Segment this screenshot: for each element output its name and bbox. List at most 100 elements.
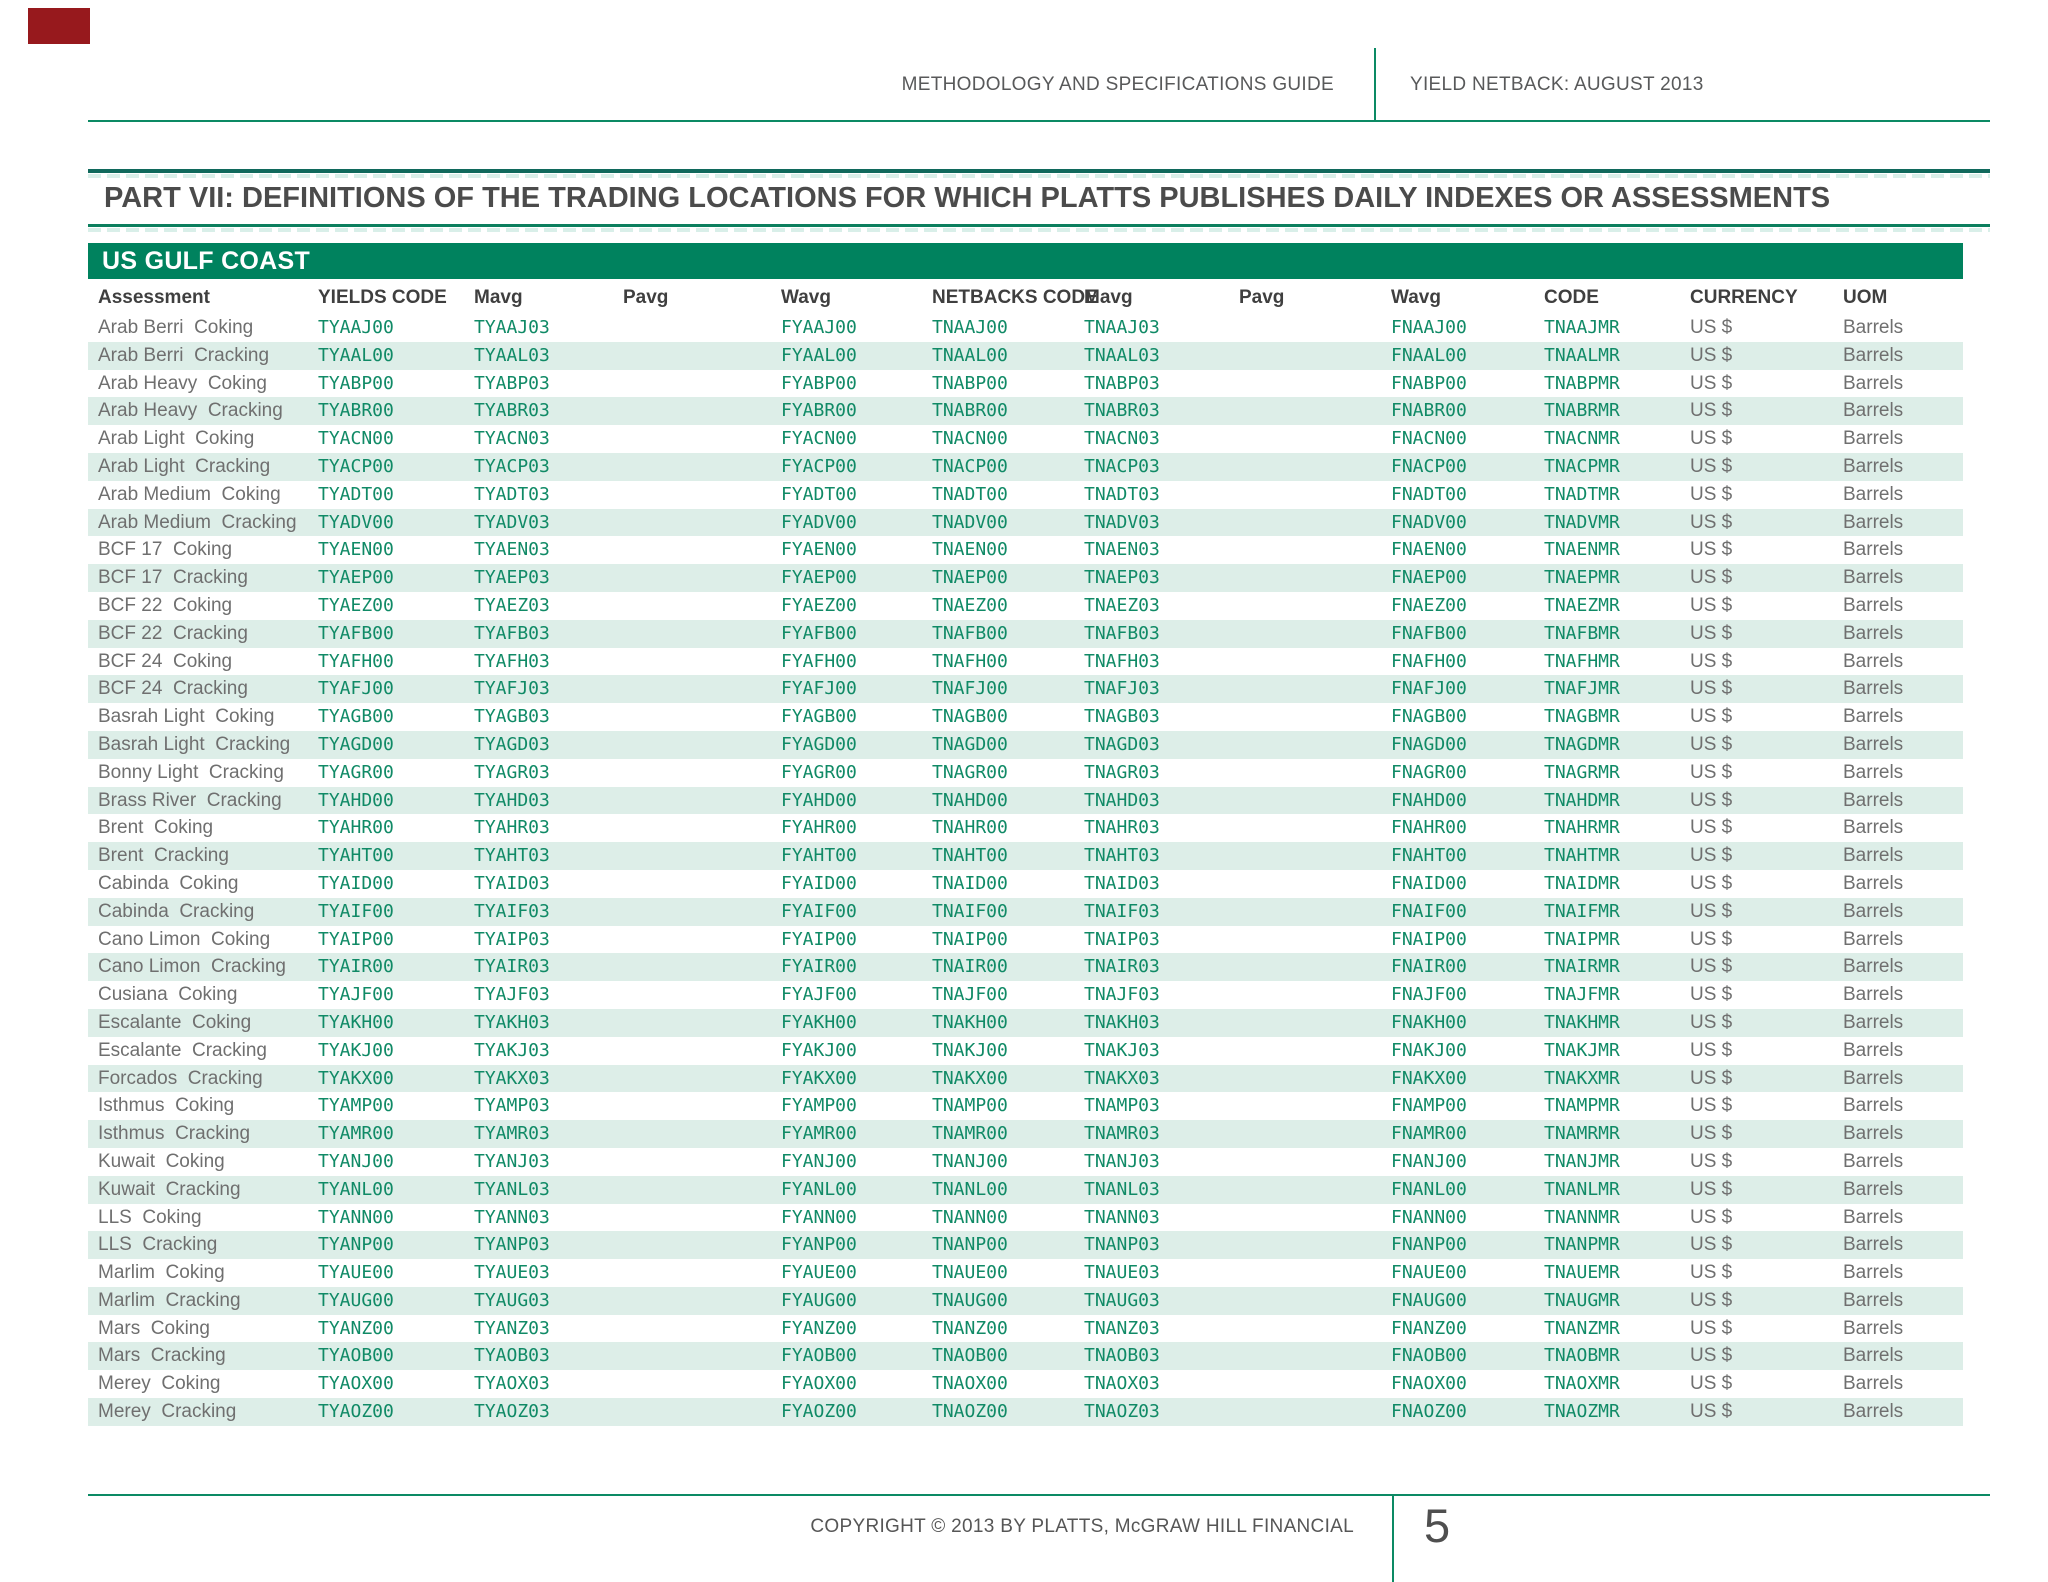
code-cell: TNAID03 (1084, 872, 1160, 894)
code-cell: TNAIFMR (1544, 900, 1620, 922)
code-cell: TYAIR00 (318, 956, 394, 978)
table-row: Arab Medium Cracking TYADV00 TYADV03 FYADV0… (88, 508, 1963, 537)
code-cell: FNADV00 (1391, 511, 1467, 533)
uom-cell: Barrels (1843, 483, 1904, 505)
table-row: Arab Light Coking TYACN00 TYACN03 FYACN00 TN… (88, 425, 1963, 453)
code-cell: FYAID00 (781, 872, 857, 894)
uom-cell: Barrels (1843, 650, 1904, 672)
code-cell: TYAKH03 (474, 1011, 550, 1033)
code-cell: TYACN03 (474, 428, 550, 450)
code-cell (1239, 1342, 1391, 1370)
currency-cell: US $ (1690, 400, 1733, 422)
code-cell: TNAEN03 (1084, 539, 1160, 561)
code-cell: FYAFH00 (781, 650, 857, 672)
code-cell: TYAEN00 (318, 539, 394, 561)
code-cell: FNAKJ00 (1391, 1039, 1467, 1061)
code-cell: FNAAJ00 (1391, 317, 1467, 338)
code-cell: TYANJ00 (318, 1150, 394, 1172)
code-cell (623, 1120, 781, 1148)
table-row: LLS Coking TYANN00 TYANN03 FYANN00 TNANN00 TN… (88, 1204, 1963, 1232)
code-cell: TYAEP03 (474, 567, 550, 589)
code-cell: FYAHD00 (781, 789, 857, 811)
code-cell: FNAIP00 (1391, 928, 1467, 950)
code-cell: TNAOX00 (932, 1373, 1008, 1395)
uom-cell: Barrels (1843, 900, 1904, 922)
table-row: Merey Cracking TYAOZ00 TYAOZ03 FYAOZ00 TNAOZ… (88, 1398, 1963, 1426)
currency-cell: US $ (1690, 344, 1733, 366)
code-cell: TNAAJ03 (1084, 317, 1160, 338)
code-cell: TNAID00 (932, 872, 1008, 894)
code-cell: TYADT03 (474, 483, 550, 505)
code-cell: TYABR00 (318, 400, 394, 422)
uom-cell: Barrels (1843, 1289, 1904, 1311)
currency-cell: US $ (1690, 1289, 1733, 1311)
code-cell: TNAJFMR (1544, 984, 1620, 1006)
code-cell: TNAUE03 (1084, 1262, 1160, 1284)
currency-cell: US $ (1690, 483, 1733, 505)
code-cell (1239, 814, 1391, 842)
code-cell: TNACP03 (1084, 455, 1160, 477)
code-cell: TNADT03 (1084, 483, 1160, 505)
assessment-cell: BCF 17 Coking (98, 539, 233, 561)
currency-cell: US $ (1690, 761, 1733, 783)
code-cell (623, 592, 781, 620)
currency-cell: US $ (1690, 1345, 1733, 1367)
code-cell: TNAHD03 (1084, 789, 1160, 811)
code-cell: TYAOZ03 (474, 1401, 550, 1423)
assessment-cell: Cano Limon Cracking (98, 956, 286, 978)
code-cell: TNAGDMR (1544, 733, 1620, 755)
table-header: Assessment YIELDS CODE Mavg Pavg Wavg NETBACK… (88, 281, 1963, 314)
code-cell (623, 370, 781, 398)
code-cell (1239, 1148, 1391, 1176)
table-row: Cabinda Coking TYAID00 TYAID03 FYAID00 TNAID… (88, 870, 1963, 898)
code-cell: TNAOZ03 (1084, 1401, 1160, 1423)
code-cell (623, 953, 781, 981)
assessment-cell: LLS Cracking (98, 1234, 218, 1256)
code-cell (623, 620, 781, 648)
code-cell: FNADT00 (1391, 483, 1467, 505)
code-cell: FYABR00 (781, 400, 857, 422)
code-cell: FNACP00 (1391, 455, 1467, 477)
currency-cell: US $ (1690, 928, 1733, 950)
code-cell: TYAAJ00 (318, 317, 394, 338)
code-cell (1239, 425, 1391, 453)
code-cell (623, 898, 781, 926)
code-cell: FYAMP00 (781, 1095, 857, 1117)
code-cell: TNAFJ03 (1084, 678, 1160, 700)
code-cell: FNAUG00 (1391, 1289, 1467, 1311)
assessment-cell: LLS Coking (98, 1206, 202, 1228)
code-cell: TNABR00 (932, 400, 1008, 422)
table-row: Arab Berri Coking TYAAJ00 TYAAJ03 FYAAJ00 TN… (88, 314, 1963, 342)
code-cell (1239, 1287, 1391, 1315)
code-cell: TNAMRMR (1544, 1123, 1620, 1145)
code-cell: TNANPMR (1544, 1234, 1620, 1256)
currency-cell: US $ (1690, 1373, 1733, 1395)
code-cell: TYADV00 (318, 511, 394, 533)
assessment-cell: Marlim Cracking (98, 1289, 241, 1311)
code-cell: TNAMR03 (1084, 1123, 1160, 1145)
currency-cell: US $ (1690, 1262, 1733, 1284)
currency-cell: US $ (1690, 372, 1733, 394)
code-cell: TNAFBMR (1544, 622, 1620, 644)
uom-cell: Barrels (1843, 1317, 1904, 1339)
code-cell: TNAUG00 (932, 1289, 1008, 1311)
assessment-cell: Escalante Cracking (98, 1039, 267, 1061)
code-cell (1239, 898, 1391, 926)
code-cell: FNAEP00 (1391, 567, 1467, 589)
code-cell: TYAIP03 (474, 928, 550, 950)
code-cell: TNADTMR (1544, 483, 1620, 505)
code-cell: FYAIP00 (781, 928, 857, 950)
code-cell: TNADV00 (932, 511, 1008, 533)
assessment-cell: Isthmus Coking (98, 1095, 235, 1117)
code-cell: TNANP03 (1084, 1234, 1160, 1256)
code-cell: TNAJF03 (1084, 984, 1160, 1006)
code-cell: TNADVMR (1544, 511, 1620, 533)
code-cell (623, 342, 781, 370)
code-cell: FNAIF00 (1391, 900, 1467, 922)
code-cell: FYAIR00 (781, 956, 857, 978)
code-cell: FNANP00 (1391, 1234, 1467, 1256)
code-cell: TYAGB03 (474, 706, 550, 728)
uom-cell: Barrels (1843, 428, 1904, 450)
code-cell (623, 787, 781, 815)
code-cell: TYAKX00 (318, 1067, 394, 1089)
